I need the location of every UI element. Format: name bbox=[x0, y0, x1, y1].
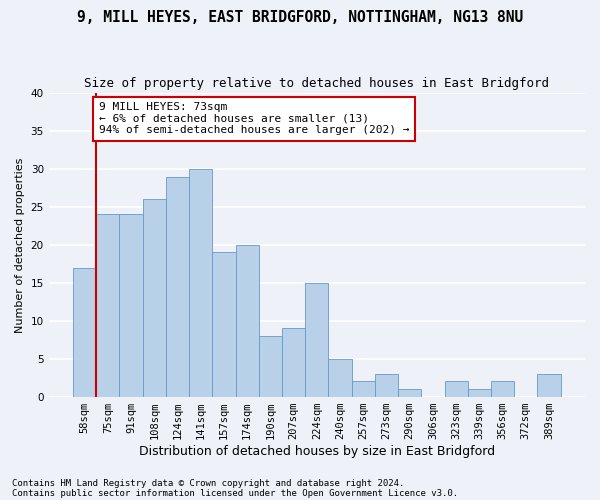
X-axis label: Distribution of detached houses by size in East Bridgford: Distribution of detached houses by size … bbox=[139, 444, 495, 458]
Bar bbox=[375, 374, 398, 396]
Bar bbox=[236, 245, 259, 396]
Bar bbox=[491, 382, 514, 396]
Title: Size of property relative to detached houses in East Bridgford: Size of property relative to detached ho… bbox=[85, 78, 550, 90]
Bar bbox=[96, 214, 119, 396]
Text: 9, MILL HEYES, EAST BRIDGFORD, NOTTINGHAM, NG13 8NU: 9, MILL HEYES, EAST BRIDGFORD, NOTTINGHA… bbox=[77, 10, 523, 25]
Bar bbox=[305, 283, 328, 397]
Bar bbox=[282, 328, 305, 396]
Bar bbox=[73, 268, 96, 396]
Bar bbox=[468, 389, 491, 396]
Bar bbox=[212, 252, 236, 396]
Bar bbox=[352, 382, 375, 396]
Bar bbox=[398, 389, 421, 396]
Text: Contains HM Land Registry data © Crown copyright and database right 2024.: Contains HM Land Registry data © Crown c… bbox=[12, 478, 404, 488]
Bar bbox=[189, 169, 212, 396]
Bar bbox=[259, 336, 282, 396]
Text: 9 MILL HEYES: 73sqm
← 6% of detached houses are smaller (13)
94% of semi-detache: 9 MILL HEYES: 73sqm ← 6% of detached hou… bbox=[98, 102, 409, 136]
Bar bbox=[119, 214, 143, 396]
Bar bbox=[538, 374, 560, 396]
Bar bbox=[445, 382, 468, 396]
Text: Contains public sector information licensed under the Open Government Licence v3: Contains public sector information licen… bbox=[12, 488, 458, 498]
Bar bbox=[328, 358, 352, 397]
Bar bbox=[166, 176, 189, 396]
Bar bbox=[143, 200, 166, 396]
Y-axis label: Number of detached properties: Number of detached properties bbox=[15, 157, 25, 332]
